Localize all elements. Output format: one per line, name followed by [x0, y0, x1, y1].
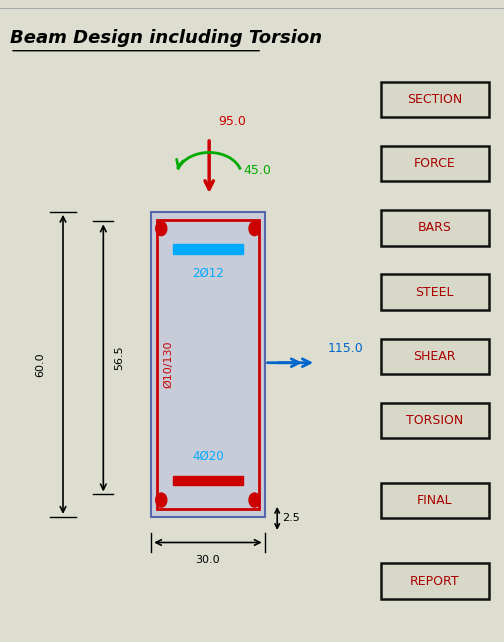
- Text: 2Ø12: 2Ø12: [192, 266, 224, 279]
- Bar: [173, 476, 243, 485]
- Bar: [381, 339, 489, 374]
- Text: Beam Design including Torsion: Beam Design including Torsion: [10, 29, 322, 47]
- Bar: [381, 210, 489, 245]
- Bar: [381, 146, 489, 182]
- Bar: [381, 82, 489, 117]
- Text: BARS: BARS: [418, 221, 452, 234]
- Circle shape: [249, 493, 260, 507]
- Circle shape: [249, 221, 260, 236]
- Text: SECTION: SECTION: [407, 93, 462, 106]
- Text: 45.0: 45.0: [243, 164, 271, 177]
- Text: FORCE: FORCE: [414, 157, 456, 170]
- Bar: [381, 274, 489, 309]
- Bar: [381, 483, 489, 519]
- Text: Ø10/130: Ø10/130: [163, 341, 173, 388]
- Text: SHEAR: SHEAR: [413, 350, 456, 363]
- Text: 60.0: 60.0: [35, 352, 45, 377]
- Text: 4Ø20: 4Ø20: [192, 449, 224, 462]
- Bar: [173, 244, 243, 254]
- Bar: [151, 212, 265, 517]
- Circle shape: [156, 493, 167, 507]
- Text: REPORT: REPORT: [410, 575, 460, 587]
- Text: 95.0: 95.0: [218, 116, 246, 128]
- Bar: [381, 403, 489, 438]
- Text: 115.0: 115.0: [328, 342, 363, 355]
- Bar: [381, 564, 489, 598]
- Text: FINAL: FINAL: [417, 494, 453, 507]
- Text: 2.5: 2.5: [282, 514, 300, 523]
- Text: STEEL: STEEL: [415, 286, 454, 299]
- Text: TORSION: TORSION: [406, 414, 463, 427]
- Bar: [157, 220, 259, 509]
- Circle shape: [156, 221, 167, 236]
- Text: 56.5: 56.5: [114, 345, 124, 370]
- Text: 30.0: 30.0: [196, 555, 220, 566]
